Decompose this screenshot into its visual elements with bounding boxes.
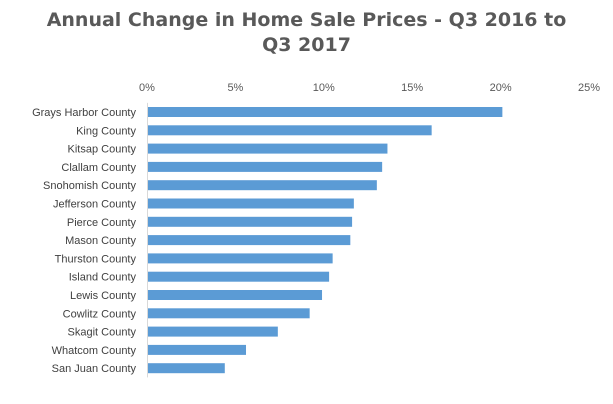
category-label: Island County [69, 272, 137, 284]
x-tick-label: 20% [490, 82, 512, 94]
x-tick-label: 0% [139, 82, 155, 94]
category-label: Pierce County [67, 217, 137, 229]
bar [148, 125, 432, 136]
x-tick-label: 10% [313, 82, 335, 94]
bar [148, 143, 388, 154]
category-label: Skagit County [68, 327, 137, 339]
bar [148, 253, 333, 264]
category-label: Snohomish County [43, 180, 136, 192]
bar [148, 363, 225, 374]
category-label: Thurston County [55, 253, 137, 265]
chart-title: Annual Change in Home Sale Prices - Q3 2… [0, 8, 613, 58]
category-label: Kitsap County [68, 144, 137, 156]
bar [148, 326, 278, 337]
bar [148, 308, 310, 319]
bar [148, 216, 353, 227]
category-label: Whatcom County [52, 345, 137, 357]
bar [148, 290, 323, 300]
x-tick-label: 5% [227, 82, 243, 94]
category-label: Mason County [65, 235, 136, 247]
category-label: Cowlitz County [63, 308, 137, 320]
x-tick-label: 25% [578, 82, 600, 94]
category-label: Grays Harbor County [32, 107, 136, 119]
bar [148, 344, 247, 355]
x-tick-label: 15% [401, 82, 423, 94]
category-label: San Juan County [52, 363, 137, 375]
bar [148, 198, 354, 209]
bar [148, 180, 377, 191]
chart-title-line-1: Annual Change in Home Sale Prices - Q3 2… [46, 9, 567, 31]
chart-title-line-2: Q3 2017 [262, 34, 351, 56]
bar [148, 161, 383, 172]
bar [148, 271, 330, 282]
category-label: Lewis County [70, 290, 137, 302]
category-label: Clallam County [61, 162, 136, 174]
bar [148, 107, 503, 117]
category-label: King County [76, 125, 136, 137]
bar [148, 235, 351, 246]
category-label: Jefferson County [53, 199, 136, 211]
